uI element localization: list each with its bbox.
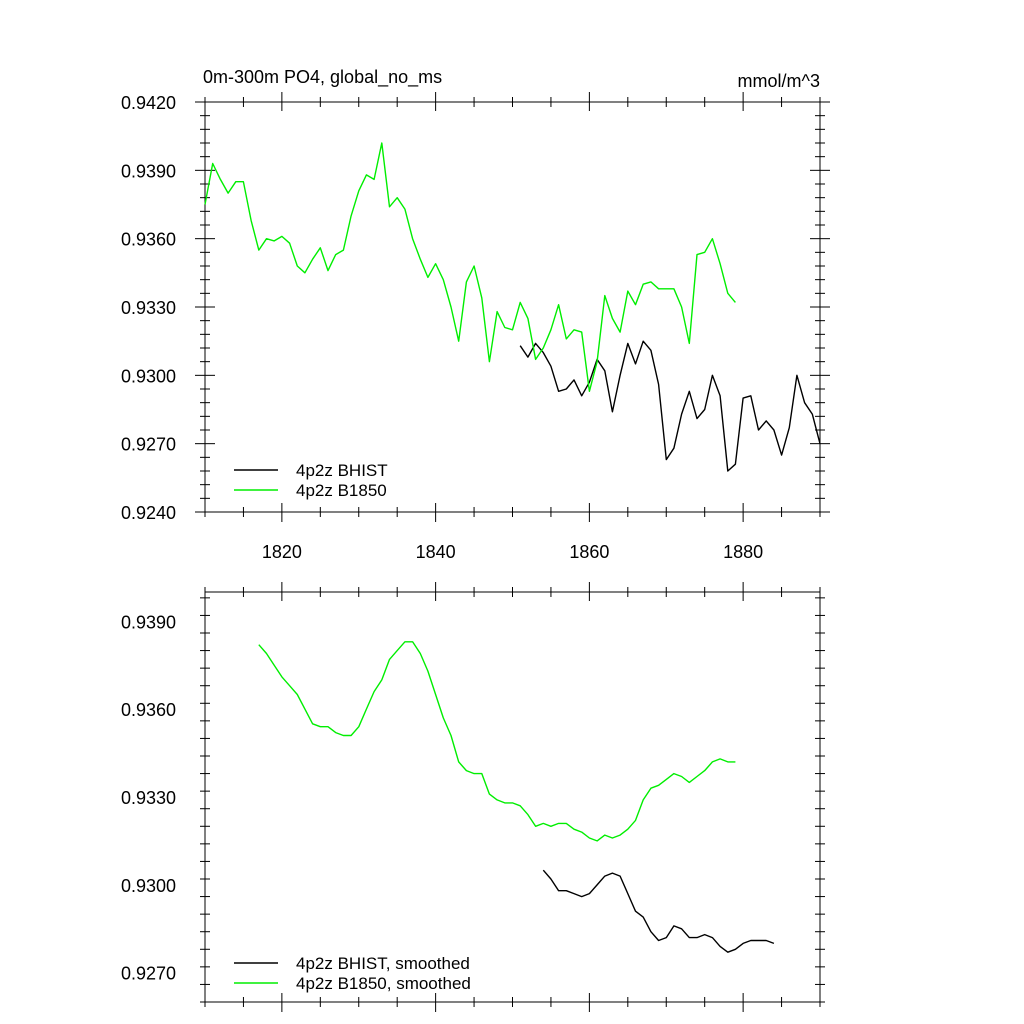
x-tick-label: 1880 — [723, 542, 763, 562]
chart-title: 0m-300m PO4, global_no_ms — [203, 67, 442, 88]
plot-frame — [204, 101, 821, 513]
y-tick-label: 0.9240 — [121, 503, 176, 523]
top-panel: 1820 1840 1860 1880 0.9240 0.9270 0.9300 0.9330… — [121, 92, 830, 562]
y-tick-label: 0.9330 — [121, 788, 176, 808]
y-tick-label: 0.9390 — [121, 612, 176, 632]
y-tick-label: 0.9300 — [121, 876, 176, 896]
y-tick-label: 0.9360 — [121, 700, 176, 720]
y-tick-label: 0.9300 — [121, 366, 176, 386]
x-tick-label: 1820 — [262, 542, 302, 562]
y-tick-label: 0.9360 — [121, 230, 176, 250]
series-line-bhist — [519, 340, 821, 472]
x-tick-label: 1840 — [416, 542, 456, 562]
y-tick-label: 0.9420 — [121, 93, 176, 113]
units-label: mmol/m^3 — [738, 71, 820, 91]
y-tick-label: 0.9270 — [121, 435, 176, 455]
legend-label: 4p2z BHIST, smoothed — [296, 954, 470, 973]
plot-frame — [204, 591, 821, 1003]
series-line-b1850 — [258, 641, 736, 842]
series-line-b1850 — [204, 142, 736, 392]
y-tick-label: 0.9330 — [121, 298, 176, 318]
legend-label: 4p2z B1850, smoothed — [296, 974, 471, 993]
series-line-bhist — [542, 869, 775, 953]
legend-label: 4p2z B1850 — [296, 481, 387, 500]
x-tick-label: 1860 — [569, 542, 609, 562]
y-tick-label: 0.9270 — [121, 964, 176, 984]
y-tick-label: 0.9390 — [121, 161, 176, 181]
bottom-panel: 0.9270 0.9300 0.9330 0.9360 0.9390 4p2z BHIST… — [121, 582, 825, 1012]
legend-label: 4p2z BHIST — [296, 461, 388, 480]
